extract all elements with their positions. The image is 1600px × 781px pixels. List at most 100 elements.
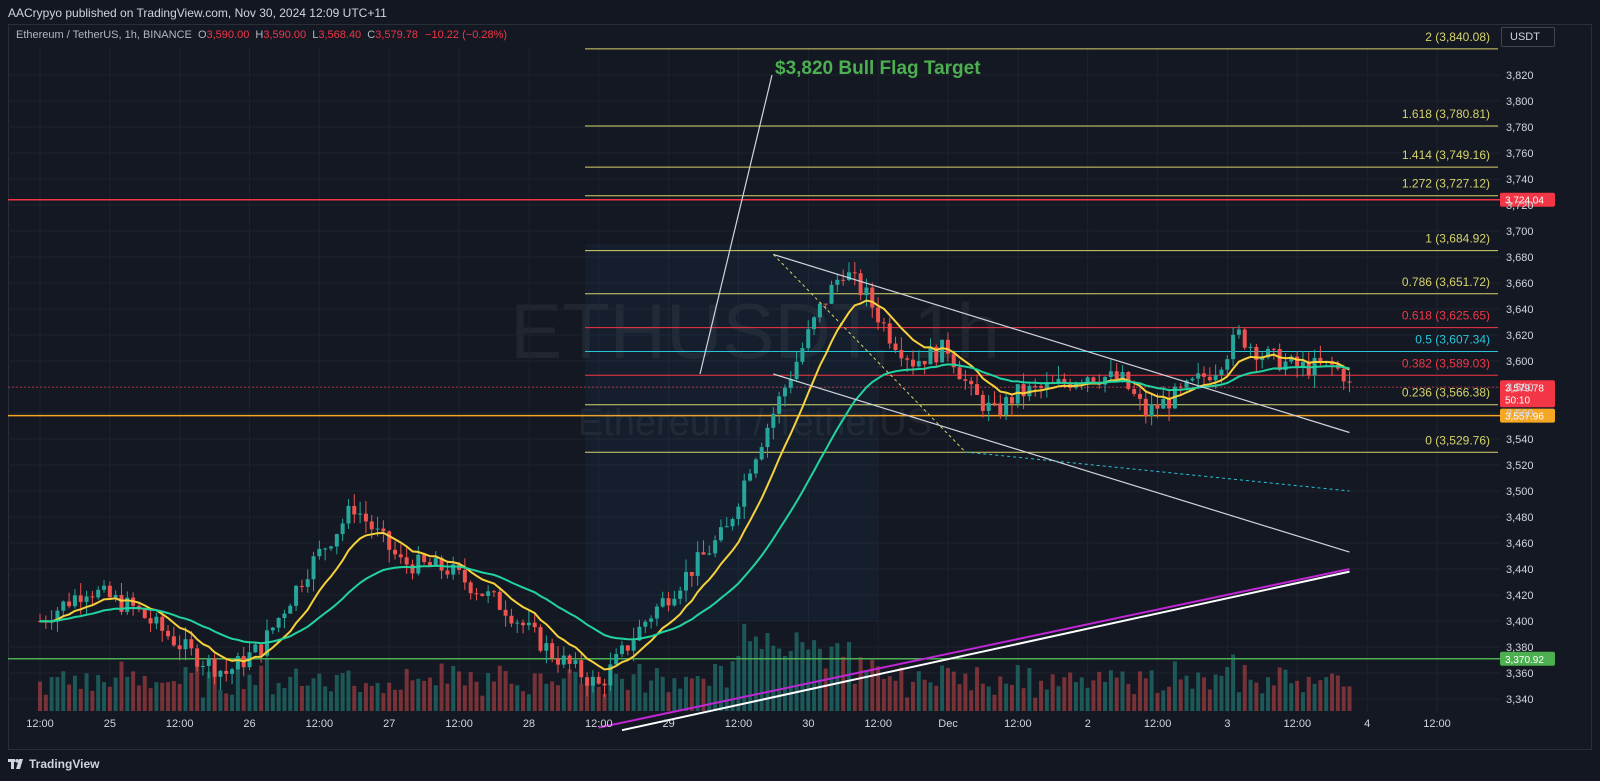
price-tick-label: 3,560: [1506, 408, 1534, 420]
volume-bar: [369, 685, 374, 711]
volume-bar: [352, 685, 357, 711]
candle-body: [561, 655, 566, 665]
watermark-sub: Ethereum / TetherUS: [578, 402, 932, 444]
candle-body: [491, 591, 496, 593]
tradingview-logo-icon[interactable]: [8, 759, 24, 769]
candle-body: [1143, 398, 1148, 417]
volume-bar: [1213, 674, 1218, 711]
candle-body: [794, 361, 799, 380]
volume-bar: [1097, 671, 1102, 711]
candle-body: [713, 540, 718, 554]
volume-bar: [480, 695, 485, 711]
currency-button[interactable]: USDT: [1501, 27, 1555, 47]
price-tick-label: 3,660: [1506, 278, 1534, 290]
candle-body: [684, 571, 689, 591]
volume-bar: [43, 694, 48, 711]
bull-flag-target-label[interactable]: $3,820 Bull Flag Target: [775, 58, 981, 79]
volume-bar: [1341, 686, 1346, 711]
candle-body: [1242, 329, 1247, 348]
volume-bar: [765, 633, 770, 711]
candle-body: [468, 582, 473, 594]
candle-body: [61, 601, 66, 611]
volume-bar: [294, 668, 299, 711]
price-tick-label: 3,720: [1506, 200, 1534, 212]
candle-body: [509, 615, 514, 624]
candle-body: [288, 605, 293, 614]
candle-body: [899, 350, 904, 359]
candle-body: [393, 549, 398, 555]
candle-body: [1132, 388, 1137, 394]
symbol-label[interactable]: Ethereum / TetherUS, 1h, BINANCE: [16, 29, 192, 41]
volume-bar: [1202, 677, 1206, 711]
volume-bar: [1108, 670, 1113, 711]
time-tick-label: 12:00: [585, 718, 613, 730]
candle-body: [1056, 378, 1061, 384]
candle-body: [608, 664, 613, 686]
volume-bar: [189, 672, 194, 711]
candle-body: [375, 528, 380, 530]
candle-body: [521, 622, 526, 626]
candle-body: [253, 644, 258, 653]
volume-bar: [1027, 668, 1032, 711]
volume-bar: [1254, 682, 1259, 711]
volume-bar: [1178, 679, 1183, 711]
candle-body: [317, 548, 322, 557]
candle-body: [329, 546, 333, 549]
trend-line: [621, 570, 1350, 732]
time-axis[interactable]: 12:00 25 12:00 26 12:00 27 12:00 28 12:00 29 12:00…: [26, 718, 1451, 730]
volume-bar: [678, 688, 683, 711]
price-tick-label: 3,580: [1506, 382, 1534, 394]
candle-body: [823, 303, 828, 305]
volume-bar: [1289, 683, 1294, 711]
volume-bar: [788, 651, 793, 711]
candle-body: [963, 379, 968, 381]
volume-bar: [998, 676, 1003, 711]
volume-bar: [812, 640, 817, 711]
low-key: L: [312, 29, 319, 41]
candle-body: [678, 590, 683, 599]
candle-body: [102, 585, 107, 590]
volume-bar: [1335, 675, 1340, 711]
candle-body: [922, 360, 927, 365]
volume-bar: [969, 690, 974, 711]
time-tick-label: 12:00: [1144, 718, 1172, 730]
volume-bar: [1231, 654, 1236, 711]
volume-bar: [1149, 670, 1154, 711]
volume-bar: [235, 668, 240, 711]
candle-body: [1254, 346, 1259, 360]
volume-bar: [387, 682, 392, 711]
candle-body: [358, 513, 363, 515]
volume-bar: [410, 680, 415, 711]
candle-body: [806, 329, 811, 349]
price-tick-label: 3,740: [1506, 174, 1534, 186]
high-key: H: [255, 29, 264, 41]
volume-bar: [200, 697, 205, 711]
candle-body: [142, 609, 147, 619]
volume-bar: [1172, 661, 1177, 711]
candle-body: [1271, 348, 1276, 350]
drawings[interactable]: [699, 74, 1350, 553]
fibonacci-extension[interactable]: 2 (3,840.08) 1.618 (3,780.81) 1.414 (3,749…: [585, 30, 1498, 621]
fib-label: 0.5 (3,607.34): [1415, 332, 1490, 346]
volume-bar: [131, 671, 136, 711]
candle-body: [730, 519, 735, 527]
candle-body: [398, 554, 403, 558]
volume-bar: [957, 684, 962, 711]
candle-body: [1248, 346, 1253, 348]
candle-body: [672, 598, 677, 606]
candle-body: [940, 339, 945, 363]
price-tick-label: 3,680: [1506, 252, 1534, 264]
ema-slow-line: [39, 363, 1350, 645]
volume-bar: [736, 656, 741, 711]
time-tick-label: 25: [104, 718, 116, 730]
volume-bar: [1021, 688, 1026, 711]
volume-bar: [916, 671, 921, 711]
candle-body: [503, 609, 508, 616]
price-axis[interactable]: 3,340 3,360 3,380 3,400 3,420 3,440 3,460 3,480…: [1506, 70, 1534, 706]
volume-bar: [1266, 677, 1271, 711]
volume-bar: [567, 669, 572, 711]
candle-body: [218, 670, 223, 677]
volume-bar: [782, 655, 787, 711]
